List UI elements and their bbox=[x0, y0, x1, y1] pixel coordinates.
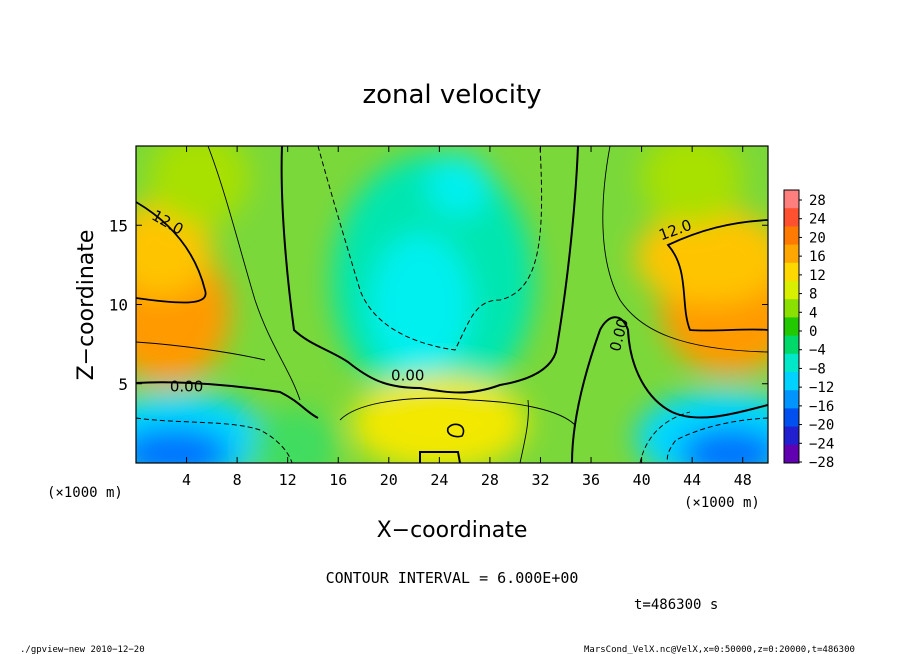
field-blob-8 bbox=[136, 428, 231, 463]
x-tick-label: 20 bbox=[380, 471, 398, 489]
x-tick-label: 36 bbox=[582, 471, 600, 489]
colorbar-label: −28 bbox=[809, 455, 834, 471]
contour-neg6-right2 bbox=[639, 411, 691, 463]
contour-0-lower-left bbox=[136, 381, 319, 419]
contour-neg6-center bbox=[317, 146, 543, 351]
contour-0-island bbox=[446, 423, 465, 438]
colorbar-swatch bbox=[784, 390, 799, 409]
contour-12-left bbox=[136, 201, 207, 304]
x-tick-label: 4 bbox=[182, 471, 191, 489]
program-label: ./gpview−new 2010−12−20 bbox=[20, 645, 145, 654]
colorbar-swatch bbox=[784, 244, 799, 264]
colorbar-label: 16 bbox=[809, 249, 826, 265]
y-tick-label: 10 bbox=[109, 296, 128, 315]
field-blob-12 bbox=[249, 407, 339, 463]
colorbar-swatch bbox=[784, 444, 799, 464]
time-label: t=486300 s bbox=[634, 597, 718, 613]
colorbar-swatch bbox=[784, 335, 799, 355]
y-tick-label: 5 bbox=[118, 375, 128, 394]
contour-0-small bbox=[419, 451, 461, 463]
field-blob-11 bbox=[350, 375, 528, 463]
contour-label: 0.00 bbox=[170, 378, 203, 396]
field-blob-10 bbox=[679, 428, 768, 463]
x-axis-label: X−coordinate bbox=[377, 518, 528, 543]
colorbar-label: 24 bbox=[809, 212, 826, 228]
x-tick-label: 32 bbox=[531, 471, 549, 489]
colorbar-label: 4 bbox=[809, 305, 817, 321]
field-blob-5 bbox=[369, 233, 471, 376]
colorbar-swatch bbox=[784, 426, 799, 446]
contour-0-right bbox=[571, 316, 768, 463]
contour-6-bottom-right bbox=[519, 399, 529, 463]
colorbar-label: 0 bbox=[809, 324, 817, 340]
contour-neg6-left bbox=[136, 417, 293, 463]
colorbar-swatch bbox=[784, 226, 799, 246]
colorbar: 28 24 20 16 12 8 4 0 −4 −8 −12 −16 −20 −24 −28 bbox=[783, 189, 834, 471]
colorbar-swatch bbox=[784, 262, 799, 282]
y-tick-label: 15 bbox=[109, 216, 128, 235]
colorbar-swatch bbox=[784, 190, 799, 209]
field-blob-13 bbox=[148, 146, 250, 226]
contour-6-left-low bbox=[136, 341, 266, 361]
x-tick-label: 16 bbox=[329, 471, 347, 489]
x-tick-label: 12 bbox=[279, 471, 297, 489]
x-unit-left: (×1000 m) bbox=[47, 485, 123, 501]
plot-area: 12.0 12.00.000.000.00 bbox=[136, 146, 768, 463]
colorbar-label: −16 bbox=[809, 399, 834, 415]
colorbar-swatch bbox=[784, 408, 799, 428]
field-blob-1 bbox=[136, 201, 212, 297]
colorbar-label: 12 bbox=[809, 268, 826, 284]
colorbar-swatch bbox=[784, 208, 799, 227]
contour-6-bottom bbox=[339, 397, 576, 426]
source-label: MarsCond_VelX.nc@VelX,x=0:50000,z=0:2000… bbox=[584, 645, 855, 654]
colorbar-frame bbox=[783, 189, 800, 464]
contour-12-right bbox=[666, 219, 768, 332]
contour-6-right bbox=[602, 146, 768, 353]
colorbar-swatch bbox=[784, 299, 799, 318]
colorbar-label: 20 bbox=[809, 230, 826, 246]
x-tick-label: 40 bbox=[633, 471, 651, 489]
colorbar-swatch bbox=[784, 317, 799, 337]
x-tick-label: 28 bbox=[481, 471, 499, 489]
contour-6-left bbox=[207, 146, 301, 401]
x-unit-right: (×1000 m) bbox=[684, 495, 760, 511]
field-blob-3 bbox=[635, 209, 768, 305]
x-tick-label: 8 bbox=[233, 471, 242, 489]
chart-title: zonal velocity bbox=[362, 80, 541, 110]
field-blob-6 bbox=[426, 153, 490, 218]
colorbar-label: 8 bbox=[809, 287, 817, 303]
y-axis-label: Z−coordinate bbox=[74, 230, 99, 381]
colorbar-label: −20 bbox=[809, 418, 834, 434]
colorbar-label: −8 bbox=[809, 361, 826, 377]
colorbar-swatch bbox=[784, 281, 799, 300]
x-tick-label: 44 bbox=[683, 471, 701, 489]
field-blob-14 bbox=[641, 146, 743, 226]
colorbar-label: 28 bbox=[809, 193, 826, 209]
x-tick-label: 48 bbox=[734, 471, 752, 489]
colorbar-label: −4 bbox=[809, 343, 826, 359]
contour-label: 0.00 bbox=[391, 367, 424, 385]
contour-interval: CONTOUR INTERVAL = 6.000E+00 bbox=[326, 569, 579, 587]
colorbar-label: −12 bbox=[809, 380, 834, 396]
colorbar-swatch bbox=[784, 372, 799, 391]
colorbar-swatch bbox=[784, 353, 799, 373]
x-tick-label: 24 bbox=[430, 471, 448, 489]
contour-0-center bbox=[280, 146, 579, 394]
contour-neg6-right bbox=[666, 417, 768, 463]
colorbar-label: −24 bbox=[809, 436, 834, 452]
